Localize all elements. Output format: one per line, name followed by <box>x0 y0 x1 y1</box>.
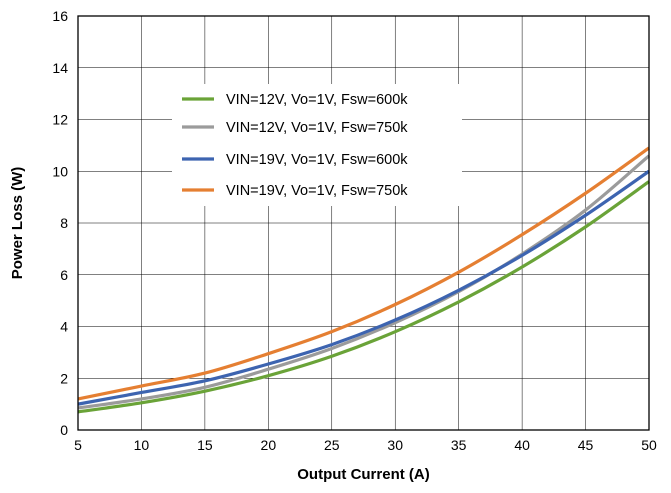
series-line <box>77 146 650 401</box>
legend-label: VIN=12V, Vo=1V, Fsw=750k <box>226 120 408 136</box>
x-tick-label: 30 <box>387 437 403 453</box>
y-tick-label: 2 <box>60 370 68 386</box>
y-tick-labels: 0 2 4 6 8 10 12 14 16 <box>52 8 68 438</box>
legend-background <box>172 84 462 206</box>
y-tick-label: 8 <box>60 215 68 231</box>
x-tick-label: 40 <box>514 437 530 453</box>
legend-label: VIN=19V, Vo=1V, Fsw=750k <box>226 183 408 199</box>
series-lines <box>77 146 651 414</box>
y-tick-label: 0 <box>60 422 68 438</box>
legend-label: VIN=19V, Vo=1V, Fsw=600k <box>226 152 408 168</box>
x-tick-label: 45 <box>578 437 594 453</box>
y-tick-label: 14 <box>52 60 68 76</box>
series-line <box>77 169 650 406</box>
series-line <box>77 154 651 410</box>
x-tick-label: 15 <box>197 437 213 453</box>
legend: VIN=12V, Vo=1V, Fsw=600k VIN=12V, Vo=1V, … <box>172 84 462 206</box>
x-tick-label: 5 <box>74 437 82 453</box>
x-tick-label: 35 <box>451 437 467 453</box>
y-tick-label: 12 <box>52 112 68 128</box>
y-axis-title: Power Loss (W) <box>9 167 26 280</box>
y-tick-label: 4 <box>60 319 68 335</box>
x-tick-label: 10 <box>134 437 150 453</box>
x-tick-label: 25 <box>324 437 340 453</box>
y-tick-label: 10 <box>52 163 68 179</box>
y-tick-label: 6 <box>60 267 68 283</box>
x-axis-title: Output Current (A) <box>297 466 429 483</box>
x-tick-label: 20 <box>261 437 277 453</box>
y-tick-label: 16 <box>52 8 68 24</box>
plot-frame <box>77 15 650 431</box>
legend-label: VIN=12V, Vo=1V, Fsw=600k <box>226 92 408 108</box>
x-tick-label: 50 <box>641 437 657 453</box>
x-tick-labels: 5 10 15 20 25 30 35 40 45 50 <box>74 437 657 453</box>
series-line <box>77 180 650 414</box>
grid <box>77 15 650 431</box>
